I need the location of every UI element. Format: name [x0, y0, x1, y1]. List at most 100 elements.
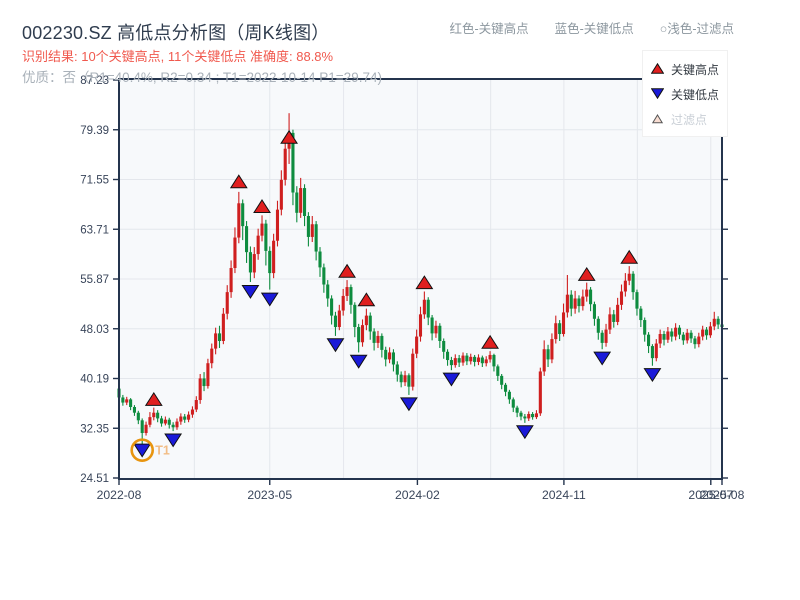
candle-body	[531, 413, 535, 418]
candle-body	[256, 235, 260, 255]
candle-body	[415, 336, 419, 354]
candle-body	[233, 237, 237, 269]
y-axis-label: 71.55	[80, 175, 109, 187]
candle-body	[565, 294, 569, 313]
legend-item-filtered[interactable]: 过滤点	[651, 107, 727, 132]
key-low-marker	[515, 425, 534, 440]
candle-body	[542, 349, 546, 372]
candle-body	[175, 421, 179, 428]
candle-body	[190, 409, 194, 415]
key-low-marker	[399, 397, 418, 412]
key-high-marker	[229, 174, 248, 189]
candle-body	[639, 308, 643, 321]
candle-body	[446, 351, 450, 361]
candle-body	[662, 334, 666, 340]
candle-body	[612, 314, 616, 322]
candle-body	[554, 323, 558, 340]
candle-body	[496, 366, 500, 376]
chart-legend: 关键高点 关键低点 过滤点	[642, 50, 728, 137]
candle-body	[360, 325, 365, 343]
candle-body	[163, 419, 167, 424]
y-axis-label: 32.35	[80, 423, 109, 435]
candle-body	[333, 315, 338, 328]
recognition-result-text: 识别结果: 10个关键高点, 11个关键低点 准确度: 88.8%	[22, 49, 334, 64]
candle-body	[245, 226, 249, 253]
candle-body	[465, 355, 469, 362]
key-low-marker	[442, 372, 461, 387]
y-axis-label: 79.39	[80, 125, 109, 137]
t1-ring	[130, 438, 154, 462]
candle-body	[237, 203, 241, 238]
y-axis-label: 63.71	[80, 224, 109, 236]
candle-body	[681, 334, 685, 341]
candle-body	[476, 357, 481, 362]
candle-body	[241, 203, 245, 227]
candle-body	[129, 399, 133, 407]
candle-body	[492, 354, 496, 367]
candle-body	[407, 375, 411, 387]
key-low-marker	[133, 443, 152, 458]
candle-body	[457, 358, 461, 363]
candle-body	[306, 215, 310, 237]
candle-body	[380, 335, 384, 350]
key-high-marker	[144, 391, 163, 406]
candle-body	[573, 298, 577, 309]
candle-body	[546, 349, 550, 360]
candle-body	[550, 339, 554, 360]
y-axis-label: 40.19	[80, 374, 109, 386]
x-axis-label: 2025-08	[700, 488, 745, 502]
candle-body	[643, 320, 647, 335]
key-low-marker	[326, 338, 345, 353]
candle-body	[619, 291, 624, 305]
key-high-marker	[338, 263, 356, 278]
legend-item-key-low[interactable]: 关键低点	[650, 82, 727, 107]
key-high-marker	[415, 275, 434, 290]
page-title: 002230.SZ 高低点分析图（周K线图）	[22, 23, 330, 43]
y-axis-label: 87.23	[80, 75, 109, 87]
candle-body	[225, 292, 229, 314]
legend-item-label: 过滤点	[671, 113, 708, 127]
candle-body	[357, 327, 361, 343]
candle-body	[627, 273, 631, 281]
candle-body	[206, 363, 210, 387]
candle-body	[689, 332, 693, 339]
candle-body	[635, 292, 639, 309]
candle-body	[132, 406, 137, 413]
key-high-marker	[577, 266, 596, 281]
candle-body	[171, 424, 175, 428]
candle-body	[345, 287, 349, 296]
candle-body	[260, 223, 264, 236]
candle-body	[295, 192, 299, 213]
candle-body	[527, 413, 531, 419]
key-low-marker	[643, 368, 662, 383]
candle-body	[388, 352, 392, 360]
color-note: 红色-关键高点 蓝色-关键低点 ○浅色-过滤点	[449, 18, 734, 37]
candle-body	[654, 343, 658, 359]
candle-body	[167, 419, 171, 425]
candle-body	[693, 338, 697, 345]
candle-body	[500, 375, 504, 385]
candle-body	[438, 325, 442, 341]
candle-body	[488, 354, 492, 360]
candle-body	[430, 317, 434, 334]
candle-body	[484, 359, 488, 364]
candle-body	[623, 280, 627, 292]
candle-body	[403, 375, 407, 383]
candle-body	[310, 224, 314, 237]
legend-item-key-high[interactable]: 关键高点	[650, 57, 727, 82]
candle-body	[670, 331, 674, 337]
candle-body	[604, 329, 608, 343]
candle-body	[418, 314, 423, 337]
candle-body	[677, 327, 682, 335]
candle-body	[473, 356, 477, 362]
candle-body	[666, 331, 670, 340]
candle-body	[221, 313, 225, 341]
candle-body	[631, 273, 635, 293]
key-high-marker	[280, 129, 298, 144]
candle-body	[330, 298, 334, 316]
candle-body	[302, 188, 307, 216]
candle-body	[337, 310, 341, 328]
candle-body	[399, 374, 403, 383]
candle-body	[515, 407, 519, 413]
candle-body	[268, 250, 272, 274]
